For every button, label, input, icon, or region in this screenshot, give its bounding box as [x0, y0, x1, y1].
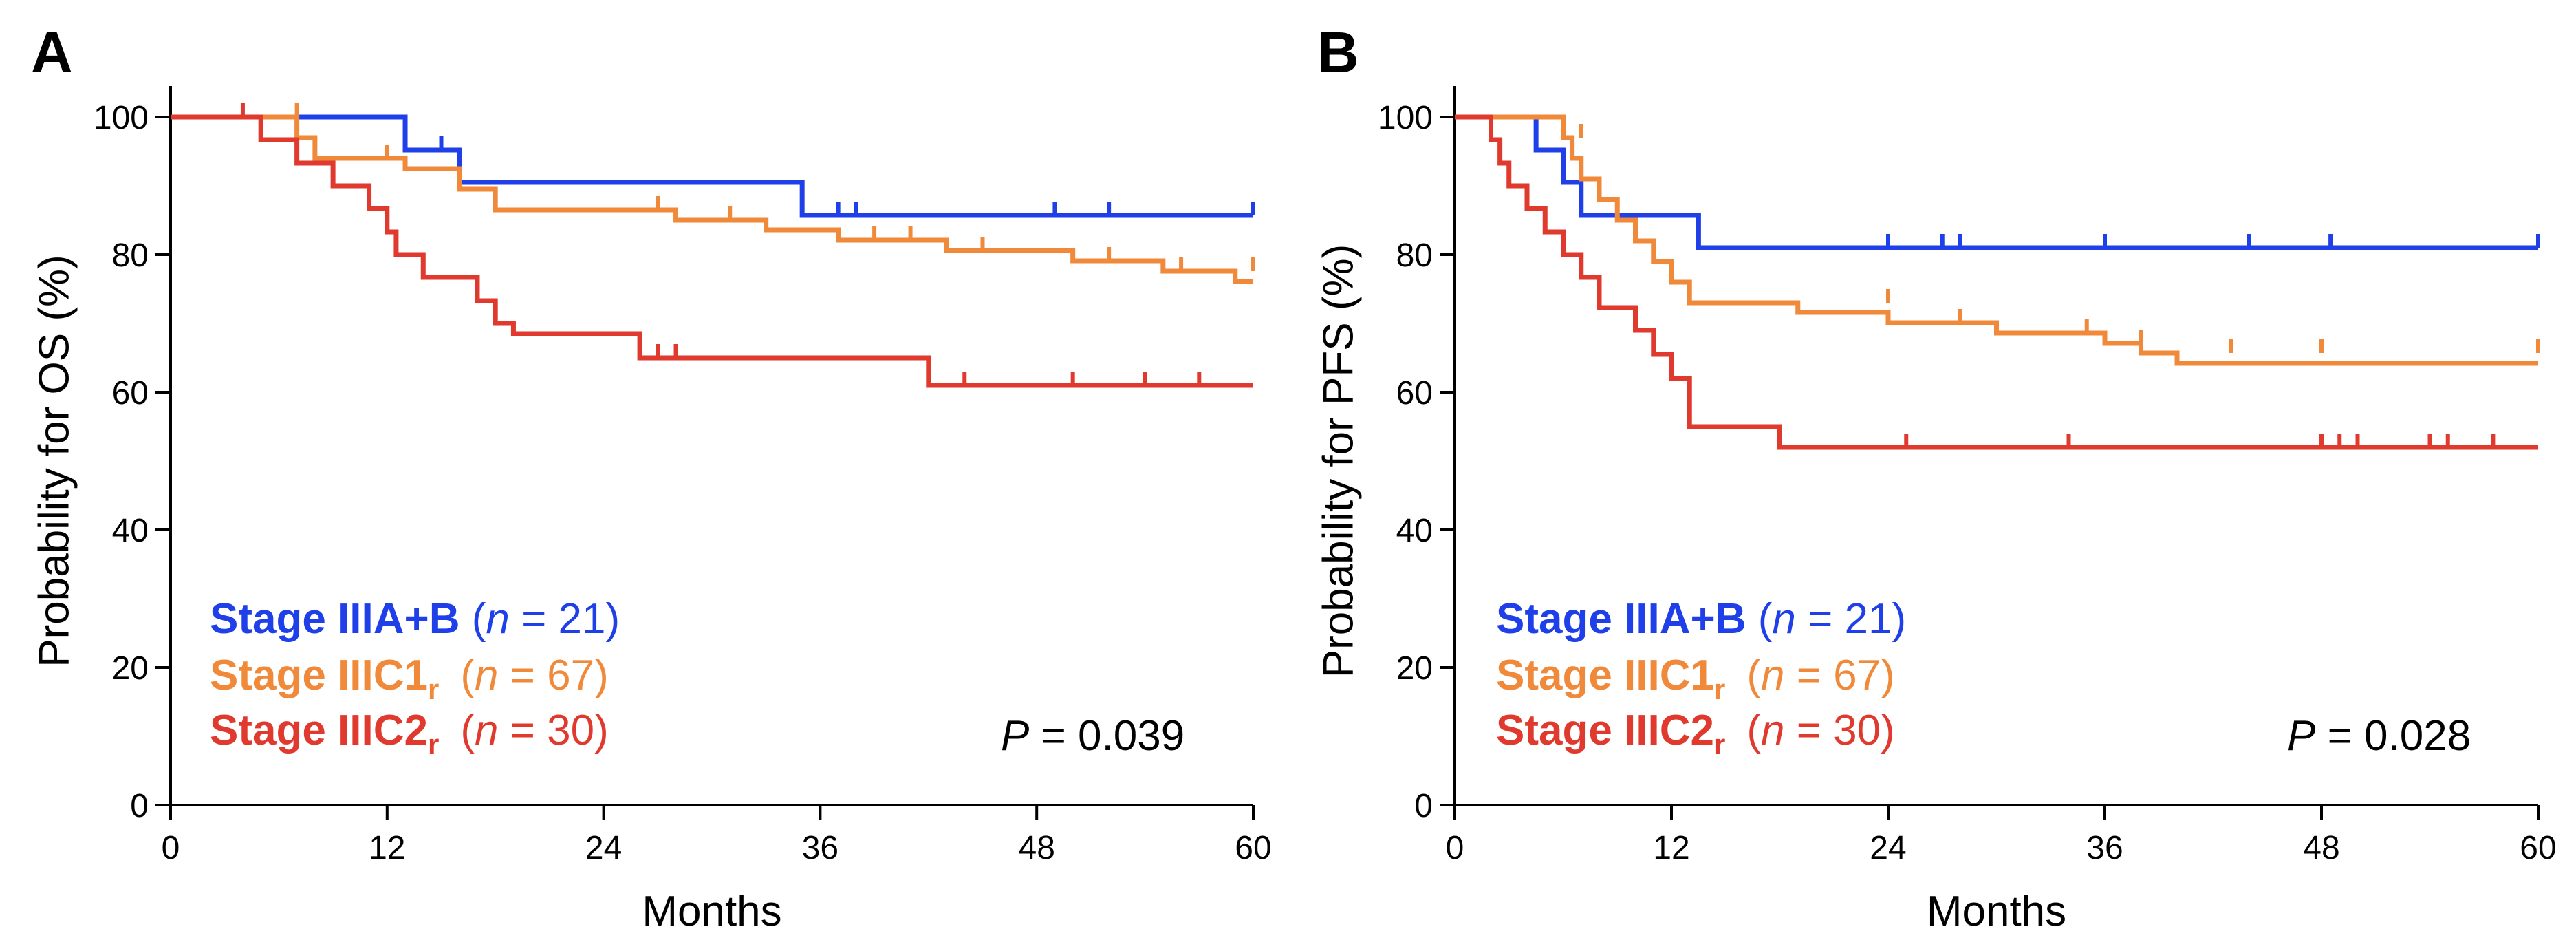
- legend-n-value: = 21): [510, 595, 620, 643]
- legend-series-name: Stage IIIC1: [210, 652, 428, 699]
- x-tick-label: 36: [2086, 830, 2123, 866]
- x-tick-label: 60: [2520, 830, 2556, 866]
- legend-spacer: [1725, 652, 1746, 699]
- legend-entry: Stage IIIA+B (n = 21): [210, 595, 620, 643]
- km-curve-stage-iiic1-r: [1455, 114, 2538, 366]
- y-tick-label: 80: [1396, 237, 1433, 274]
- p-value-symbol: P: [2287, 712, 2315, 760]
- x-tick-label: 0: [162, 830, 180, 866]
- legend-n-symbol: n: [1761, 707, 1784, 754]
- legend-series-subscript: r: [1714, 728, 1725, 760]
- x-tick-label: 24: [1870, 830, 1906, 866]
- y-axis-title: Probability for OS (%): [31, 255, 78, 667]
- legend-n-value: = 30): [1785, 707, 1895, 754]
- x-tick-label: 12: [369, 830, 405, 866]
- legend-entry: Stage IIIC1r (n = 67): [210, 652, 609, 705]
- legend-entry: Stage IIIC1r (n = 67): [1496, 652, 1895, 705]
- legend-series-name: Stage IIIA+B: [1496, 595, 1746, 643]
- legend-series-subscript: r: [428, 728, 439, 760]
- km-panel-b: B 0 12 24 36 48 60 0 20 40 60 80 100 Months Probabilit…: [1315, 20, 2557, 935]
- y-tick-label: 40: [112, 513, 149, 549]
- y-axis-title: Probability for PFS (%): [1315, 244, 1363, 678]
- legend-n-value: = 21): [1796, 595, 1906, 643]
- x-axis-title: Months: [1927, 888, 2066, 935]
- p-value-label: P = 0.028: [2287, 712, 2471, 760]
- y-tick-label: 100: [94, 100, 149, 136]
- legend-n-open: (: [1746, 652, 1761, 699]
- legend-series-name: Stage IIIC1: [1496, 652, 1714, 699]
- legend-n-symbol: n: [1761, 652, 1784, 699]
- y-tick-label: 20: [112, 650, 149, 687]
- y-tick-label: 60: [1396, 375, 1433, 412]
- legend-n-value: = 67): [1785, 652, 1895, 699]
- y-tick-label: 80: [112, 237, 149, 274]
- legend-spacer: [1725, 707, 1746, 754]
- legend-spacer: [460, 595, 472, 643]
- x-tick-label: 36: [802, 830, 838, 866]
- x-tick-label: 60: [1235, 830, 1271, 866]
- legend-n-value: = 30): [499, 707, 609, 754]
- p-value-text: = 0.028: [2315, 712, 2471, 760]
- km-curve-stage-iiic2-r: [171, 114, 1253, 388]
- legend-n-open: (: [472, 595, 486, 643]
- y-tick-label: 20: [1396, 650, 1433, 687]
- legend-series-name: Stage IIIC2: [1496, 707, 1714, 754]
- legend-series-name: Stage IIIC2: [210, 707, 428, 754]
- km-curve-stage-iiia-b: [1455, 114, 2538, 250]
- panel-label: A: [31, 20, 73, 85]
- legend-spacer: [439, 707, 460, 754]
- legend-n-symbol: n: [486, 595, 509, 643]
- x-tick-label: 12: [1653, 830, 1689, 866]
- legend-spacer: [1746, 595, 1758, 643]
- p-value-symbol: P: [1001, 712, 1029, 760]
- x-tick-label: 48: [2303, 830, 2339, 866]
- legend-spacer: [439, 652, 460, 699]
- x-tick-label: 0: [1446, 830, 1464, 866]
- legend-entry: Stage IIIC2r (n = 30): [1496, 707, 1895, 760]
- legend-n-open: (: [460, 652, 475, 699]
- km-curve-stage-iiic2-r: [1455, 114, 2538, 450]
- p-value-text: = 0.039: [1029, 712, 1184, 760]
- legend-entry: Stage IIIC2r (n = 30): [210, 707, 609, 760]
- p-value-label: P = 0.039: [1001, 712, 1184, 760]
- km-panel-a: A 0 12 24 36 48 60 0 20 40 60 80 100 Months Probabilit…: [31, 20, 1272, 935]
- x-tick-label: 48: [1019, 830, 1055, 866]
- y-tick-label: 60: [112, 375, 149, 412]
- legend-n-open: (: [1758, 595, 1773, 643]
- legend-n-symbol: n: [475, 652, 498, 699]
- x-axis-title: Months: [642, 888, 781, 935]
- panel-label: B: [1317, 20, 1359, 85]
- legend-n-open: (: [1746, 707, 1761, 754]
- legend-n-value: = 67): [499, 652, 609, 699]
- legend-series-subscript: r: [428, 673, 439, 705]
- y-tick-label: 40: [1396, 513, 1433, 549]
- km-curve-stage-iiic1-r: [171, 114, 1253, 284]
- legend-n-symbol: n: [1772, 595, 1795, 643]
- y-tick-label: 0: [130, 788, 149, 824]
- legend-entry: Stage IIIA+B (n = 21): [1496, 595, 1906, 643]
- legend-series-name: Stage IIIA+B: [210, 595, 460, 643]
- y-tick-label: 100: [1378, 100, 1433, 136]
- y-tick-label: 0: [1414, 788, 1433, 824]
- legend-series-subscript: r: [1714, 673, 1725, 705]
- legend-n-open: (: [460, 707, 475, 754]
- x-tick-label: 24: [585, 830, 622, 866]
- legend-n-symbol: n: [475, 707, 498, 754]
